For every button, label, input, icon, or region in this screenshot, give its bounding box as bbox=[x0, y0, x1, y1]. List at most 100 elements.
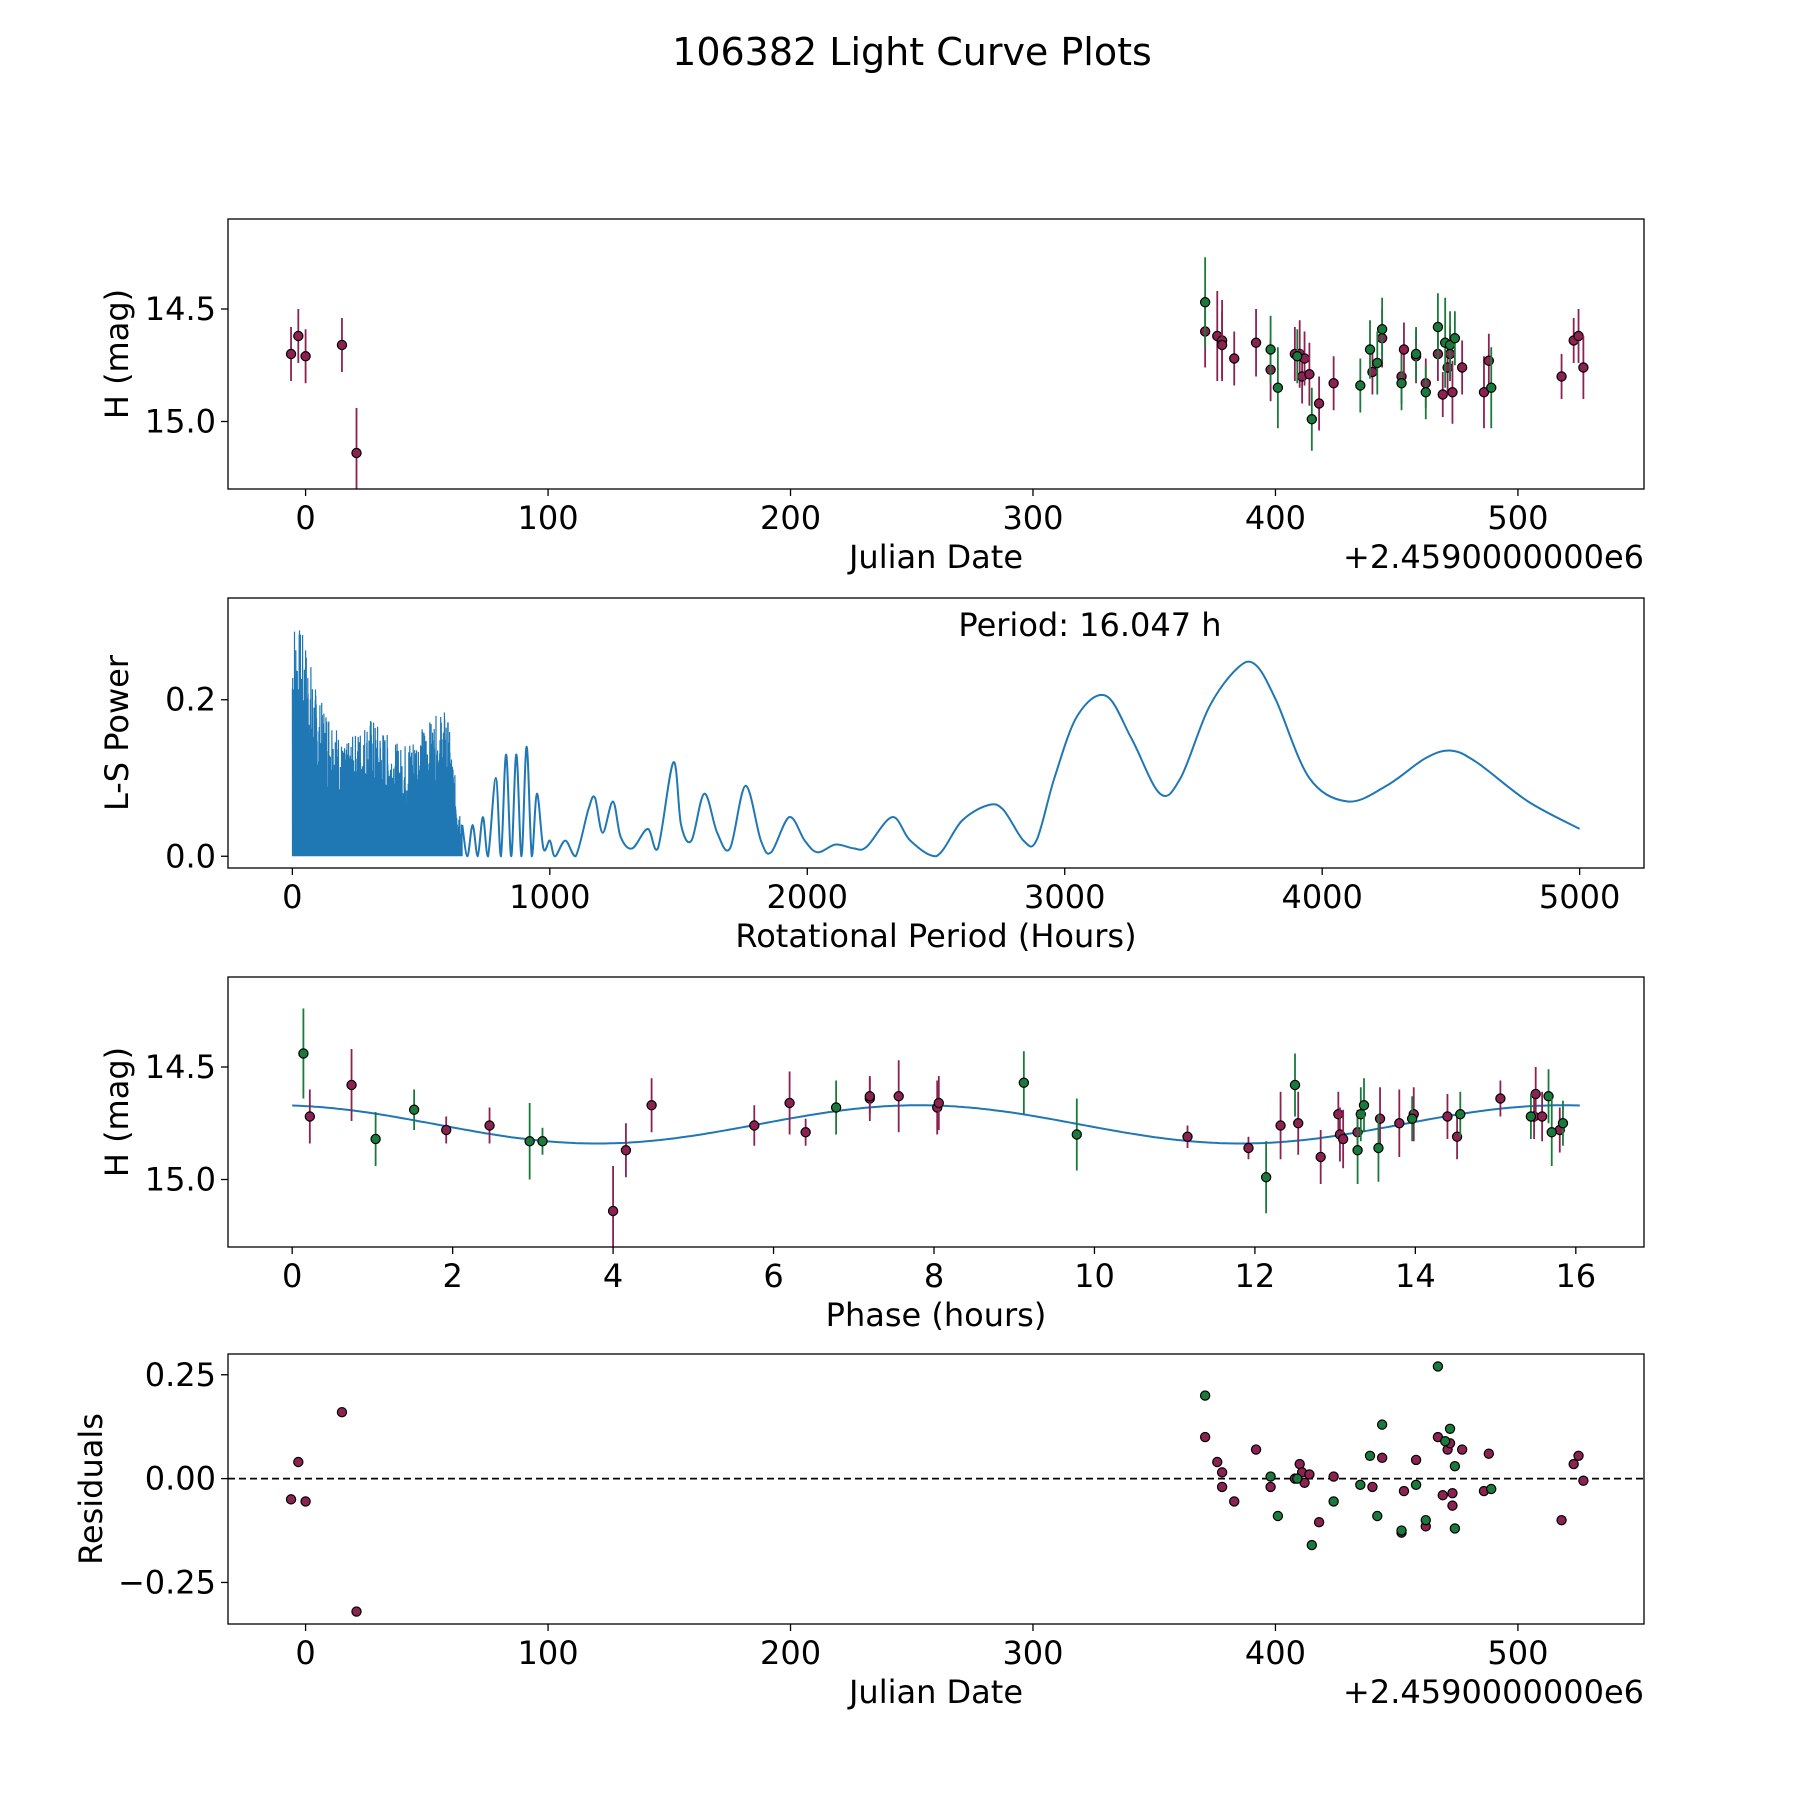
data-point-g bbox=[1396, 1525, 1407, 1536]
data-point-g bbox=[1420, 387, 1431, 398]
y-axis-label: Residuals bbox=[72, 1413, 110, 1565]
x-tick-label: 0 bbox=[282, 1257, 302, 1295]
data-point-g bbox=[1265, 1471, 1276, 1482]
data-point-g bbox=[1396, 378, 1407, 389]
data-point-r bbox=[784, 1097, 795, 1109]
data-point-g bbox=[1376, 1419, 1388, 1430]
data-point-r bbox=[1437, 1490, 1448, 1501]
data-point-r bbox=[1410, 1454, 1422, 1466]
subplot-2: 0 1000 2000 3000 4000 5000 0.0 0.2 Rotational Pe… bbox=[98, 597, 1645, 955]
x-tick-label: 0 bbox=[282, 878, 302, 916]
data-point-g bbox=[1358, 1100, 1370, 1111]
data-point-r bbox=[346, 1079, 357, 1091]
data-point-r bbox=[864, 1091, 876, 1102]
x-tick-label: 4000 bbox=[1281, 878, 1362, 916]
x-tick-label: 3000 bbox=[1024, 878, 1105, 916]
data-point-r bbox=[1293, 1118, 1304, 1129]
data-point-g bbox=[1543, 1091, 1554, 1102]
x-tick-label: 400 bbox=[1245, 1634, 1306, 1672]
data-point-g bbox=[1355, 1479, 1366, 1491]
data-point-g bbox=[1546, 1127, 1557, 1138]
data-point-g bbox=[1265, 344, 1276, 355]
data-point-r bbox=[1216, 1467, 1228, 1478]
data-point-g bbox=[408, 1104, 420, 1115]
data-point-g bbox=[1406, 1113, 1418, 1124]
data-point-g bbox=[830, 1102, 842, 1113]
data-point-g bbox=[1199, 1390, 1211, 1401]
axes-frame bbox=[227, 1353, 1645, 1625]
data-point-r bbox=[336, 1406, 348, 1418]
x-tick-label: 1000 bbox=[509, 878, 590, 916]
data-point-g bbox=[1018, 1077, 1030, 1088]
data-point-r bbox=[1483, 1448, 1495, 1459]
data-point-g bbox=[1355, 1109, 1367, 1120]
y-tick-label: 15.0 bbox=[145, 1161, 216, 1199]
x-offset-label: +2.4590000000e6 bbox=[1343, 1673, 1644, 1711]
data-point-g bbox=[1376, 324, 1388, 335]
data-point-r bbox=[300, 1496, 311, 1507]
data-point-g bbox=[1272, 1510, 1284, 1522]
y-axis-label: L-S Power bbox=[98, 654, 136, 811]
y-tick-label: 15.0 bbox=[145, 403, 216, 441]
period-annotation: Period: 16.047 h bbox=[958, 606, 1221, 644]
data-point-g bbox=[1444, 1423, 1456, 1434]
data-point-r bbox=[1447, 1500, 1458, 1511]
data-point-r bbox=[1578, 362, 1589, 373]
data-point-g bbox=[1486, 1483, 1497, 1495]
figure-title: 106382 Light Curve Plots bbox=[672, 30, 1152, 74]
axes-frame bbox=[227, 218, 1645, 490]
x-tick-label: 8 bbox=[924, 1257, 944, 1295]
data-point-r bbox=[893, 1091, 904, 1102]
data-point-r bbox=[1530, 1088, 1541, 1100]
y-tick-label: 14.5 bbox=[145, 1048, 216, 1086]
x-tick-label: 200 bbox=[760, 1634, 821, 1672]
y-tick-label: 0.0 bbox=[165, 837, 216, 875]
data-point-r bbox=[351, 447, 362, 459]
data-point-r bbox=[1394, 1118, 1405, 1129]
data-point-g bbox=[1306, 1539, 1318, 1551]
data-point-r bbox=[1328, 378, 1339, 389]
data-point-r bbox=[1376, 1452, 1388, 1464]
x-tick-label: 0 bbox=[295, 1634, 315, 1672]
data-point-r bbox=[441, 1124, 452, 1136]
x-tick-label: 500 bbox=[1487, 499, 1548, 537]
data-point-r bbox=[1374, 1113, 1386, 1124]
data-point-r bbox=[1573, 330, 1584, 342]
y-tick-label: 0.00 bbox=[145, 1460, 216, 1498]
data-point-g bbox=[1486, 382, 1497, 393]
data-point-g bbox=[1272, 382, 1284, 393]
data-point-r bbox=[1182, 1131, 1193, 1142]
data-point-r bbox=[1275, 1120, 1286, 1131]
data-point-g bbox=[1071, 1129, 1082, 1140]
data-point-g bbox=[1372, 1510, 1383, 1522]
data-point-r bbox=[1199, 1431, 1211, 1443]
data-point-g bbox=[1292, 351, 1303, 362]
plot-area bbox=[285, 257, 1589, 489]
y-tick-label: 14.5 bbox=[145, 290, 216, 328]
data-point-r bbox=[484, 1120, 495, 1131]
ls-power-line bbox=[461, 660, 1581, 858]
x-tick-label: 16 bbox=[1555, 1257, 1596, 1295]
subplot-3: 0 2 4 6 8 10 12 14 16 15.0 14.5 Phase (hours) H (mag… bbox=[98, 976, 1645, 1334]
data-point-g bbox=[1364, 344, 1376, 355]
data-point-r bbox=[1212, 1456, 1223, 1468]
axes-frame bbox=[227, 976, 1645, 1248]
data-point-r bbox=[1568, 1458, 1579, 1470]
y-axis-label: H (mag) bbox=[98, 289, 136, 419]
data-point-g bbox=[1439, 1436, 1451, 1447]
data-point-r bbox=[293, 330, 304, 342]
x-axis-label: Julian Date bbox=[847, 538, 1023, 576]
data-point-r bbox=[1573, 1450, 1584, 1461]
data-point-g bbox=[1328, 1496, 1339, 1507]
data-point-g bbox=[524, 1136, 535, 1147]
x-tick-label: 300 bbox=[1002, 1634, 1063, 1672]
x-tick-label: 400 bbox=[1245, 499, 1306, 537]
data-point-r bbox=[1437, 389, 1448, 400]
data-point-r bbox=[749, 1120, 760, 1131]
data-point-r bbox=[1556, 1514, 1567, 1526]
data-point-r bbox=[607, 1205, 619, 1217]
x-tick-label: 100 bbox=[518, 1634, 579, 1672]
data-point-g bbox=[370, 1133, 381, 1145]
x-tick-label: 0 bbox=[295, 499, 315, 537]
